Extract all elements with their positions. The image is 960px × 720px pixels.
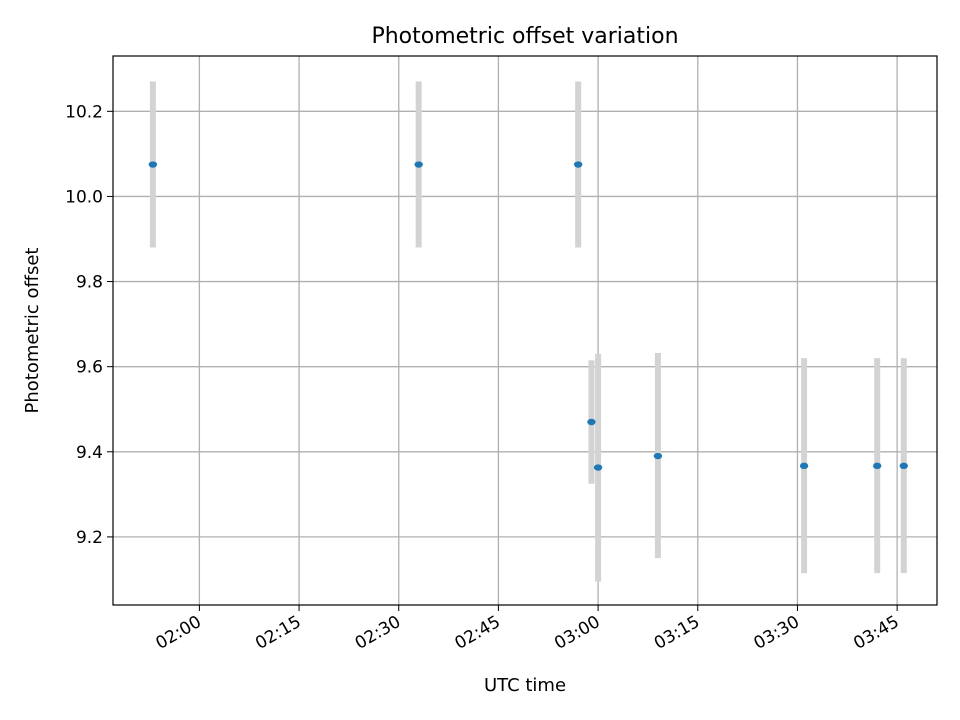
y-tick-label: 10.2: [65, 102, 103, 122]
x-axis-label: UTC time: [484, 675, 566, 696]
y-tick-label: 9.8: [76, 273, 103, 293]
data-point: [148, 161, 158, 168]
axis-ticks: 02:00 02:15 02:30 02:45 03:00 03:15 03:30 03:45…: [65, 102, 902, 654]
error-bars: [149, 81, 907, 582]
data-point: [872, 462, 882, 470]
data-point: [593, 464, 603, 471]
data-point: [899, 462, 908, 470]
data-points: [148, 161, 908, 471]
x-tick-label: 03:00: [551, 612, 603, 654]
grid: [113, 56, 937, 605]
data-point: [799, 462, 809, 470]
x-tick-label: 02:45: [451, 612, 503, 654]
x-tick-label: 02:15: [252, 612, 304, 654]
y-tick-label: 10.0: [65, 187, 103, 207]
data-point: [573, 161, 583, 168]
data-point: [653, 452, 663, 460]
plot-frame: [112, 55, 938, 606]
x-tick-label: 03:45: [850, 612, 902, 654]
x-tick-label: 03:30: [751, 612, 803, 654]
y-tick-label: 9.2: [76, 528, 103, 548]
y-axis-label: Photometric offset: [22, 248, 43, 414]
x-tick-label: 02:30: [352, 612, 404, 654]
x-tick-label: 02:00: [152, 612, 204, 654]
y-tick-label: 9.6: [76, 358, 103, 378]
chart-title: Photometric offset variation: [371, 24, 678, 49]
x-tick-label: 03:15: [651, 612, 703, 654]
data-point: [414, 161, 423, 168]
y-tick-label: 9.4: [76, 443, 103, 463]
data-point: [587, 418, 596, 426]
